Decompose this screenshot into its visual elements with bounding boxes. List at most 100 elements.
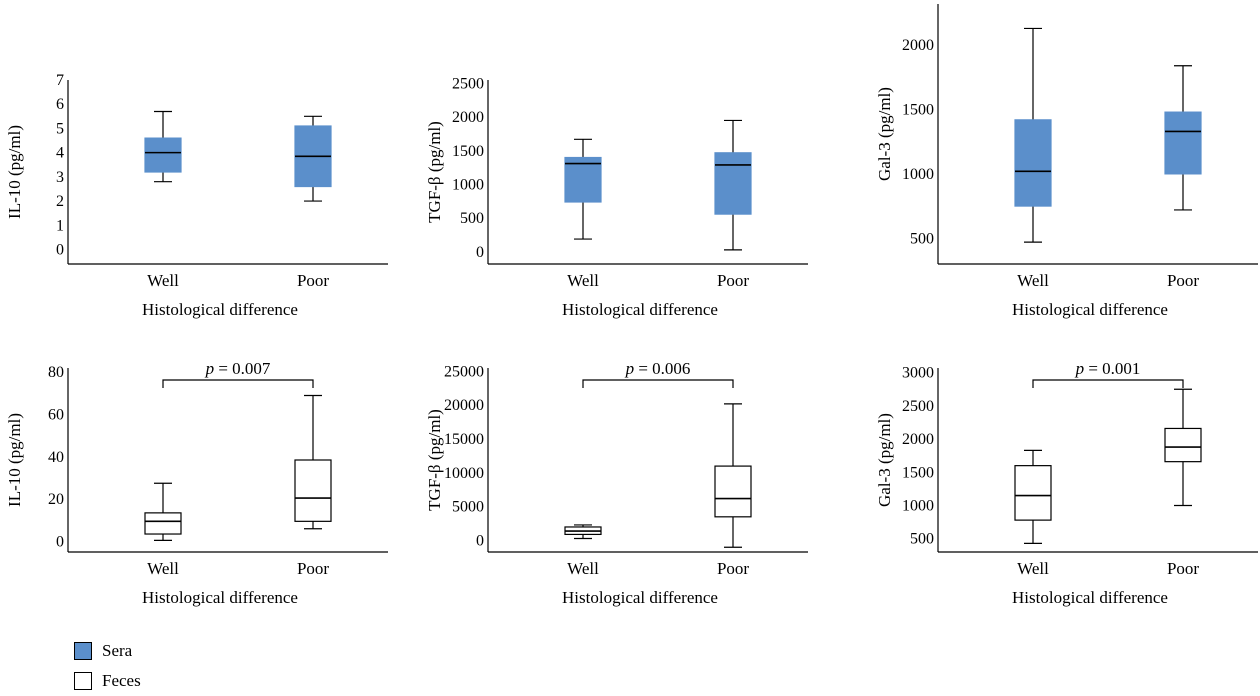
y-tick-label: 5 (56, 120, 64, 137)
box-well (564, 524, 602, 540)
y-tick-label: 25000 (444, 363, 484, 380)
y-tick-label: 5000 (452, 499, 484, 516)
x-tick-label-well: Well (147, 271, 179, 290)
x-axis-label: Histological difference (1012, 300, 1168, 319)
y-tick-label: 1500 (902, 102, 934, 119)
chart-1: 0 1 2 3 4 5 6 7 IL-10 (pg/ml) Well Poor Histologica… (5, 72, 388, 319)
y-tick-label: 3 (56, 169, 64, 186)
x-tick-label-well: Well (567, 559, 599, 578)
y-tick-label: 1000 (452, 176, 484, 193)
significance-bracket (1032, 379, 1184, 388)
y-tick-label: 4 (56, 145, 64, 162)
y-axis-label: TGF-β (pg/ml) (425, 121, 444, 223)
box-poor (294, 115, 332, 202)
legend-swatch-feces (74, 672, 92, 690)
box-iqr (564, 156, 602, 203)
y-tick-label: 1 (56, 217, 64, 234)
x-tick-label-well: Well (1017, 271, 1049, 290)
chart-5: 0 5000 10000 15000 20000 25000 TGF-β (pg/ml) We… (425, 359, 808, 607)
x-axis-label: Histological difference (142, 300, 298, 319)
p-value: = 0.001 (1084, 359, 1140, 378)
y-tick-label: 1000 (902, 166, 934, 183)
legend: Sera Feces (74, 636, 141, 696)
p-symbol: p (625, 359, 635, 378)
box-iqr (144, 137, 182, 173)
x-tick-label-poor: Poor (297, 271, 329, 290)
box-well (1014, 449, 1052, 544)
y-tick-label: 7 (56, 72, 64, 89)
y-tick-label: 1500 (902, 464, 934, 481)
y-axis-label: TGF-β (pg/ml) (425, 409, 444, 511)
box-poor (294, 394, 332, 530)
x-tick-label-well: Well (1017, 559, 1049, 578)
x-tick-label-poor: Poor (717, 271, 749, 290)
y-tick-label: 0 (56, 533, 64, 550)
box-poor (714, 403, 752, 548)
x-tick-label-poor: Poor (717, 559, 749, 578)
x-tick-label-poor: Poor (297, 559, 329, 578)
y-tick-label: 20000 (444, 397, 484, 414)
chart-2: 0 500 1000 1500 2000 2500 TGF-β (pg/ml) Well Poo… (425, 75, 808, 319)
p-value-annotation: p = 0.006 (625, 359, 691, 378)
y-tick-label: 1000 (902, 498, 934, 515)
box-iqr (1014, 119, 1052, 207)
p-symbol: p (205, 359, 215, 378)
significance-bracket (162, 379, 314, 388)
y-axis-label: IL-10 (pg/ml) (5, 125, 24, 219)
y-tick-label: 500 (460, 210, 484, 227)
y-tick-label: 2000 (902, 431, 934, 448)
box-iqr (1164, 111, 1202, 175)
legend-swatch-sera (74, 642, 92, 660)
box-iqr (714, 465, 752, 518)
y-axis-label: IL-10 (pg/ml) (5, 413, 24, 507)
x-axis-label: Histological difference (562, 588, 718, 607)
y-axis-label: Gal-3 (pg/ml) (875, 87, 894, 181)
y-tick-label: 2000 (452, 109, 484, 126)
x-tick-label-poor: Poor (1167, 559, 1199, 578)
x-axis-label: Histological difference (142, 588, 298, 607)
box-poor (714, 119, 752, 251)
legend-item-feces: Feces (74, 666, 141, 696)
x-tick-label-well: Well (147, 559, 179, 578)
y-axis-label: Gal-3 (pg/ml) (875, 413, 894, 507)
box-poor (1164, 65, 1202, 211)
x-axis-label: Histological difference (1012, 588, 1168, 607)
box-iqr (1164, 427, 1202, 463)
y-tick-label: 0 (476, 244, 484, 261)
x-tick-label-poor: Poor (1167, 271, 1199, 290)
box-well (144, 110, 182, 183)
y-tick-label: 1500 (452, 143, 484, 160)
box-well (144, 482, 182, 541)
y-tick-label: 6 (56, 96, 64, 113)
y-tick-label: 10000 (444, 465, 484, 482)
y-tick-label: 80 (48, 364, 64, 381)
box-iqr (294, 459, 332, 522)
y-tick-label: 2500 (902, 398, 934, 415)
p-value-annotation: p = 0.007 (205, 359, 271, 378)
significance-bracket (582, 379, 734, 388)
y-tick-label: 2 (56, 193, 64, 210)
y-tick-label: 20 (48, 491, 64, 508)
y-tick-label: 0 (476, 533, 484, 550)
box-iqr (1014, 465, 1052, 521)
p-value: = 0.007 (214, 359, 271, 378)
y-tick-label: 60 (48, 407, 64, 424)
y-tick-label: 2000 (902, 37, 934, 54)
y-tick-label: 15000 (444, 431, 484, 448)
p-value-annotation: p = 0.001 (1075, 359, 1141, 378)
legend-label-feces: Feces (102, 671, 141, 690)
box-iqr (714, 152, 752, 215)
p-value: = 0.006 (634, 359, 690, 378)
x-axis-label: Histological difference (562, 300, 718, 319)
chart-3: 500 1000 1500 2000 Gal-3 (pg/ml) Well Poor Hist… (875, 4, 1258, 319)
y-tick-label: 2500 (452, 75, 484, 92)
box-poor (1164, 388, 1202, 507)
chart-6: 500 1000 1500 2000 2500 3000 Gal-3 (pg/ml) Well… (875, 359, 1258, 607)
y-tick-label: 0 (56, 241, 64, 258)
box-well (564, 138, 602, 240)
y-tick-label: 500 (910, 230, 934, 247)
y-tick-label: 3000 (902, 365, 934, 382)
box-well (1014, 27, 1052, 243)
chart-4: 0 20 40 60 80 IL-10 (pg/ml) Well Poor Histologic… (5, 359, 388, 607)
